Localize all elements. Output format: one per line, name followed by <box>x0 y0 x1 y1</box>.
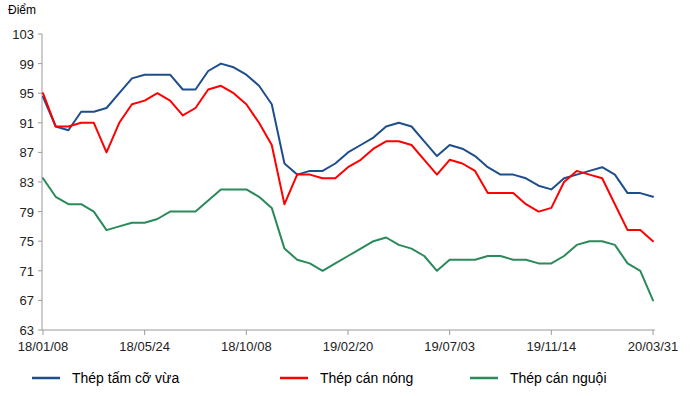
y-tick-label: 99 <box>20 57 34 72</box>
legend-label: Thép tấm cỡ vừa <box>72 370 179 386</box>
y-tick <box>38 122 42 123</box>
x-tick-label: 18/01/08 <box>18 339 69 354</box>
legend-swatch <box>32 377 60 380</box>
x-tick-label: 19/11/14 <box>527 339 577 354</box>
legend-swatch <box>470 377 498 380</box>
y-tick-label: 103 <box>12 27 34 42</box>
x-tick <box>246 330 247 335</box>
legend-label: Thép cán nguội <box>510 370 607 386</box>
y-tick <box>38 93 42 94</box>
plot-area <box>43 64 653 301</box>
x-tick <box>551 330 552 335</box>
y-tick-label: 95 <box>20 86 34 101</box>
legend-label: Thép cán nóng <box>320 370 413 386</box>
x-tick <box>449 330 450 335</box>
x-tick-label: 19/07/03 <box>424 339 475 354</box>
x-tick-label: 18/05/24 <box>119 339 170 354</box>
y-tick <box>38 182 42 183</box>
legend-swatch <box>280 377 308 380</box>
x-tick-label: 19/02/20 <box>323 339 374 354</box>
y-tick-label: 67 <box>20 293 34 308</box>
y-tick <box>38 241 42 242</box>
line-series <box>43 86 653 241</box>
x-tick <box>43 330 44 335</box>
x-tick-label: 18/10/08 <box>221 339 272 354</box>
y-tick-label: 91 <box>20 116 34 131</box>
y-axis-title: Điểm <box>8 3 36 17</box>
y-tick <box>38 63 42 64</box>
x-tick <box>144 330 145 335</box>
x-tick <box>653 330 654 335</box>
x-tick-label: 20/03/31 <box>628 339 679 354</box>
chart: Điểm 63 67 71 75 79 83 87 91 95 99 103 18/01/08 18/05… <box>0 0 690 396</box>
y-tick-label: 87 <box>20 145 34 160</box>
x-tick <box>348 330 349 335</box>
y-tick-label: 75 <box>20 234 34 249</box>
y-tick-label: 71 <box>20 264 34 279</box>
line-series <box>43 178 653 300</box>
y-tick <box>38 34 42 35</box>
y-tick-label: 83 <box>20 175 34 190</box>
y-tick <box>38 330 42 331</box>
y-tick <box>38 270 42 271</box>
y-tick <box>38 300 42 301</box>
y-tick-label: 63 <box>20 323 34 338</box>
y-tick <box>38 211 42 212</box>
line-series <box>43 64 653 197</box>
y-tick-label: 79 <box>20 205 34 220</box>
y-tick <box>38 152 42 153</box>
